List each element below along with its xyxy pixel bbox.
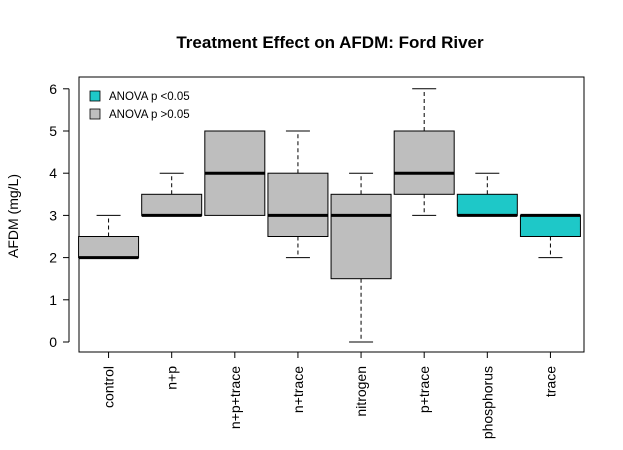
x-tick-label: control bbox=[101, 366, 117, 408]
box-body bbox=[78, 236, 140, 259]
box-body bbox=[330, 193, 392, 280]
box-body bbox=[519, 214, 581, 237]
legend-label-significant: ANOVA p <0.05 bbox=[109, 91, 190, 103]
legend: ANOVA p <0.05 ANOVA p >0.05 bbox=[89, 90, 190, 121]
y-axis: 0 1 2 3 4 5 6 bbox=[49, 81, 70, 350]
box-body bbox=[456, 193, 518, 216]
box-body bbox=[267, 172, 329, 237]
box-control bbox=[78, 214, 140, 260]
box-series bbox=[78, 88, 581, 343]
y-tick-label: 3 bbox=[49, 207, 57, 223]
box-nitrogen bbox=[330, 172, 392, 343]
box-n-trace bbox=[267, 130, 329, 259]
x-tick-label: phosphorus bbox=[479, 366, 495, 439]
box-trace bbox=[519, 213, 581, 259]
legend-swatch-nonsignificant bbox=[89, 108, 101, 120]
x-tick-label: p+trace bbox=[416, 366, 432, 413]
y-tick-label: 0 bbox=[49, 334, 57, 350]
y-tick-label: 4 bbox=[49, 165, 57, 181]
y-tick-label: 5 bbox=[49, 123, 57, 139]
x-tick-label: n+trace bbox=[290, 366, 306, 413]
box-phosphorus bbox=[456, 172, 518, 217]
y-tick-label: 2 bbox=[49, 250, 57, 266]
y-axis-label: AFDM (mg/L) bbox=[5, 174, 21, 258]
x-tick-label: n+p bbox=[164, 366, 180, 390]
chart-title: Treatment Effect on AFDM: Ford River bbox=[176, 33, 484, 52]
y-tick-label: 1 bbox=[49, 292, 57, 308]
x-tick-label: nitrogen bbox=[353, 366, 369, 417]
box-body bbox=[393, 130, 455, 195]
x-tick-label: trace bbox=[542, 366, 558, 397]
box-p-trace bbox=[393, 88, 455, 216]
box-n-p bbox=[141, 172, 203, 217]
legend-label-nonsignificant: ANOVA p >0.05 bbox=[109, 109, 190, 121]
box-body bbox=[141, 193, 203, 216]
legend-swatch-significant bbox=[89, 90, 101, 102]
x-tick-label: n+p+trace bbox=[227, 366, 243, 429]
x-axis: control n+p n+p+trace n+trace nitrogen p+trac… bbox=[101, 351, 558, 439]
box-n-p-trace bbox=[204, 130, 266, 216]
y-tick-label: 6 bbox=[49, 81, 57, 97]
